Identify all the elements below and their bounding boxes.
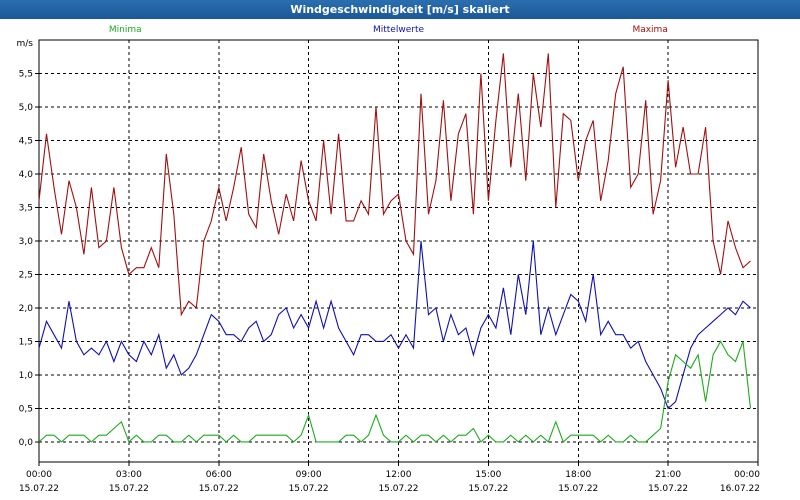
- x-tick-date-label: 15.07.22: [648, 484, 688, 494]
- series-line-mittelwerte: [38, 240, 751, 410]
- y-axis: 0,0 0,5 1,0 1,5 2,0 2,5 3,0 3,5 4,0 4,5 5,0 5,5 m/s: [17, 39, 39, 448]
- x-tick-time-label: 18:00: [565, 470, 591, 480]
- y-tick-label: 4,5: [19, 136, 33, 146]
- x-axis: 00:00 15.07.22 03:00 15.07.22 06:00 15.07.22 0…: [19, 462, 760, 494]
- y-tick-label: 0,0: [19, 438, 34, 448]
- legend: Minima Mittelwerte Maxima: [109, 25, 668, 35]
- legend-entry-mittelwerte: Mittelwerte: [373, 25, 424, 35]
- series-line-maxima: [38, 53, 751, 317]
- y-axis-unit-label: m/s: [17, 39, 34, 49]
- x-tick-date-label: 15.07.22: [468, 484, 508, 494]
- x-tick-date-label: 15.07.22: [109, 484, 149, 494]
- x-tick-date-label: 15.07.22: [558, 484, 598, 494]
- x-tick-date-label: 16.07.22: [720, 484, 760, 494]
- y-tick-label: 2,0: [19, 304, 34, 314]
- x-tick-time-label: 15:00: [475, 470, 501, 480]
- wind-speed-chart: 0,00,51,01,52,02,53,03,54,04,55,05,5m/s …: [17, 25, 761, 494]
- x-tick-time-label: 21:00: [655, 470, 681, 480]
- y-tick-label: 3,5: [19, 203, 33, 213]
- y-tick-label: 5,5: [19, 69, 33, 79]
- legend-entry-maxima: Maxima: [632, 25, 667, 35]
- x-tick-date-label: 15.07.22: [378, 484, 418, 494]
- x-tick-date-label: 15.07.22: [199, 484, 239, 494]
- legend-entry-minima: Minima: [109, 25, 142, 35]
- series-lines: [38, 53, 752, 443]
- x-tick-time-label: 06:00: [206, 470, 232, 480]
- chart-title-bar: Windgeschwindigkeit [m/s] skaliert: [0, 0, 800, 19]
- x-tick-time-label: 12:00: [386, 470, 412, 480]
- y-tick-label: 1,0: [19, 371, 34, 381]
- y-tick-label: 5,0: [19, 103, 34, 113]
- series-line-minima: [38, 340, 752, 443]
- x-tick-time-label: 00:00: [26, 470, 52, 480]
- x-tick-time-label: 09:00: [296, 470, 322, 480]
- x-tick-time-label: 00:00: [734, 470, 760, 480]
- y-tick-label: 4,0: [19, 170, 34, 180]
- x-tick-time-label: 03:00: [116, 470, 142, 480]
- x-tick-date-label: 15.07.22: [289, 484, 329, 494]
- grid-lines: [38, 40, 759, 462]
- y-tick-label: 0,5: [19, 404, 33, 414]
- x-tick-date-label: 15.07.22: [19, 484, 59, 494]
- y-tick-label: 3,0: [19, 237, 34, 247]
- y-tick-label: 2,5: [19, 270, 33, 280]
- y-tick-label: 1,5: [19, 337, 33, 347]
- chart-title: Windgeschwindigkeit [m/s] skaliert: [290, 3, 510, 16]
